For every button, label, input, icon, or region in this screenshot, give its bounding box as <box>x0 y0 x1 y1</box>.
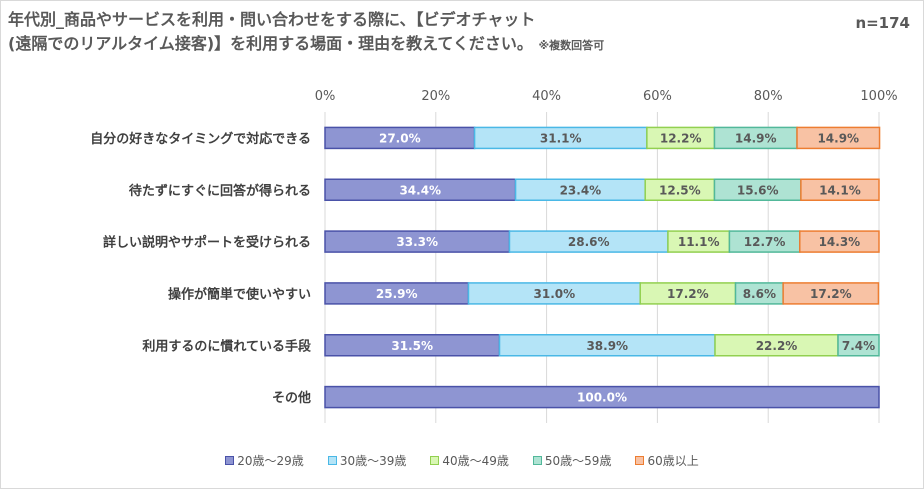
x-tick-label: 60% <box>643 89 672 104</box>
x-tick-label: 40% <box>532 89 561 104</box>
legend-label: 50歳〜59歳 <box>544 454 612 468</box>
chart-legend: 20歳〜29歳 30歳〜39歳 40歳〜49歳 50歳〜59歳 60歳以上 <box>0 452 924 469</box>
data-label: 12.2% <box>660 131 702 145</box>
data-label: 22.2% <box>756 339 798 353</box>
legend-label: 20歳〜29歳 <box>237 454 304 468</box>
legend-label: 40歳〜49歳 <box>442 454 509 468</box>
legend-swatch <box>532 456 542 465</box>
bar-segment <box>799 230 880 253</box>
data-label: 12.7% <box>744 235 786 249</box>
chart-title: 年代別_商品やサービスを利用・問い合わせをする際に、【ビデオチャット (遠隔での… <box>8 8 788 58</box>
data-label: 28.6% <box>568 235 610 249</box>
bar-segment <box>837 334 880 357</box>
category-label: 利用するのに慣れている手段 <box>142 338 311 354</box>
legend-swatch <box>225 456 235 465</box>
x-tick-label: 0% <box>315 89 336 104</box>
data-label: 34.4% <box>399 183 441 197</box>
data-label: 25.9% <box>376 287 418 301</box>
data-label: 27.0% <box>379 131 421 145</box>
data-label: 14.1% <box>819 183 861 197</box>
chart-title-line2-wrap: (遠隔でのリアルタイム接客)】を利用する場面・理由を教えてください。 ※複数回答… <box>8 32 788 58</box>
data-label: 31.0% <box>534 287 576 301</box>
bar-segment <box>800 178 880 201</box>
stacked-bar-chart: 0% 20% 40% 60% 80% 100% 自分の好きなタイミングで対応できる 27.0%… <box>90 89 898 423</box>
bar-segment <box>782 282 880 305</box>
category-label: その他 <box>272 390 311 406</box>
data-label: 15.6% <box>737 183 779 197</box>
legend-label: 60歳以上 <box>647 454 699 468</box>
data-label: 31.5% <box>391 339 433 353</box>
bar-segment <box>324 385 880 409</box>
legend-item: 50歳〜59歳 <box>532 452 612 469</box>
chart-title-note: ※複数回答可 <box>538 39 605 52</box>
chart-title-line2: (遠隔でのリアルタイム接客)】を利用する場面・理由を教えてください。 <box>8 34 533 53</box>
category-label: 操作が簡単で使いやすい <box>168 286 311 302</box>
data-label: 33.3% <box>396 235 438 249</box>
data-label: 100.0% <box>577 391 627 405</box>
data-label: 12.5% <box>659 183 701 197</box>
category-label: 自分の好きなタイミングで対応できる <box>90 131 311 147</box>
data-label: 11.1% <box>678 235 720 249</box>
data-label: 7.4% <box>842 339 875 353</box>
legend-swatch <box>635 456 645 465</box>
data-label: 14.9% <box>735 131 777 145</box>
legend-swatch <box>430 456 440 465</box>
data-label: 14.9% <box>817 131 859 145</box>
legend-label: 30歳〜39歳 <box>339 454 407 468</box>
data-label: 38.9% <box>586 339 628 353</box>
legend-item: 20歳〜29歳 <box>225 452 304 469</box>
legend-item: 40歳〜49歳 <box>430 452 509 469</box>
chart-title-line1: 年代別_商品やサービスを利用・問い合わせをする際に、【ビデオチャット <box>8 10 536 29</box>
legend-item: 60歳以上 <box>635 452 699 469</box>
x-tick-label: 100% <box>860 89 897 104</box>
data-label: 8.6% <box>743 287 776 301</box>
legend-item: 30歳〜39歳 <box>327 452 407 469</box>
data-label: 14.3% <box>819 235 861 249</box>
x-tick-label: 20% <box>421 89 450 104</box>
bar-segment <box>796 126 881 150</box>
data-label: 23.4% <box>560 183 602 197</box>
legend-swatch <box>327 456 337 465</box>
data-label: 17.2% <box>810 287 852 301</box>
data-label: 17.2% <box>667 287 709 301</box>
x-tick-label: 80% <box>754 89 783 104</box>
category-label: 詳しい説明やサポートを受けられる <box>103 235 311 251</box>
sample-size-label: n=174 <box>855 14 910 32</box>
data-label: 31.1% <box>540 131 582 145</box>
category-label: 待たずにすぐに回答が得られる <box>128 183 311 199</box>
